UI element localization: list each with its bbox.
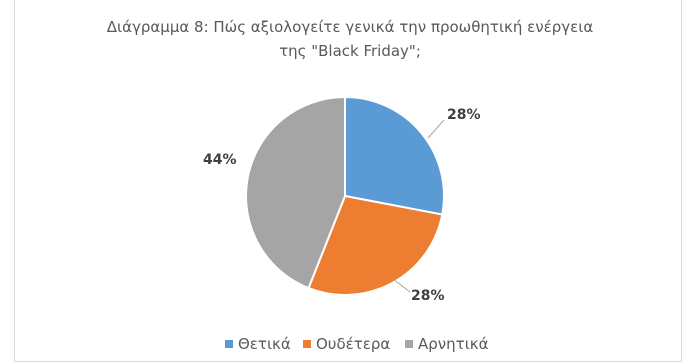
legend-label-positive: Θετικά xyxy=(238,335,291,353)
leader-line-positive xyxy=(427,119,445,139)
data-label-neutral: 28% xyxy=(411,288,445,304)
chart-title-line-2: της "Black Friday"; xyxy=(279,42,421,60)
pie-slice-negative xyxy=(245,95,346,290)
pie-slice-neutral xyxy=(307,194,444,296)
legend-label-neutral: Ουδέτερα xyxy=(316,335,390,353)
chart-title-line-1: Διάγραμμα 8: Πώς αξιολογείτε γενικά την … xyxy=(107,18,594,36)
legend-swatch-neutral xyxy=(303,340,311,348)
leader-line-neutral xyxy=(392,278,411,293)
legend-swatch-negative xyxy=(405,340,413,348)
legend-label-negative: Αρνητικά xyxy=(418,335,489,353)
data-label-positive: 28% xyxy=(447,107,481,123)
pie-slices xyxy=(245,95,445,296)
legend: Θετικά Ουδέτερα Αρνητικά xyxy=(225,335,489,353)
data-label-negative: 44% xyxy=(203,152,237,168)
legend-swatch-positive xyxy=(225,340,233,348)
pie-slice-positive xyxy=(344,95,445,216)
